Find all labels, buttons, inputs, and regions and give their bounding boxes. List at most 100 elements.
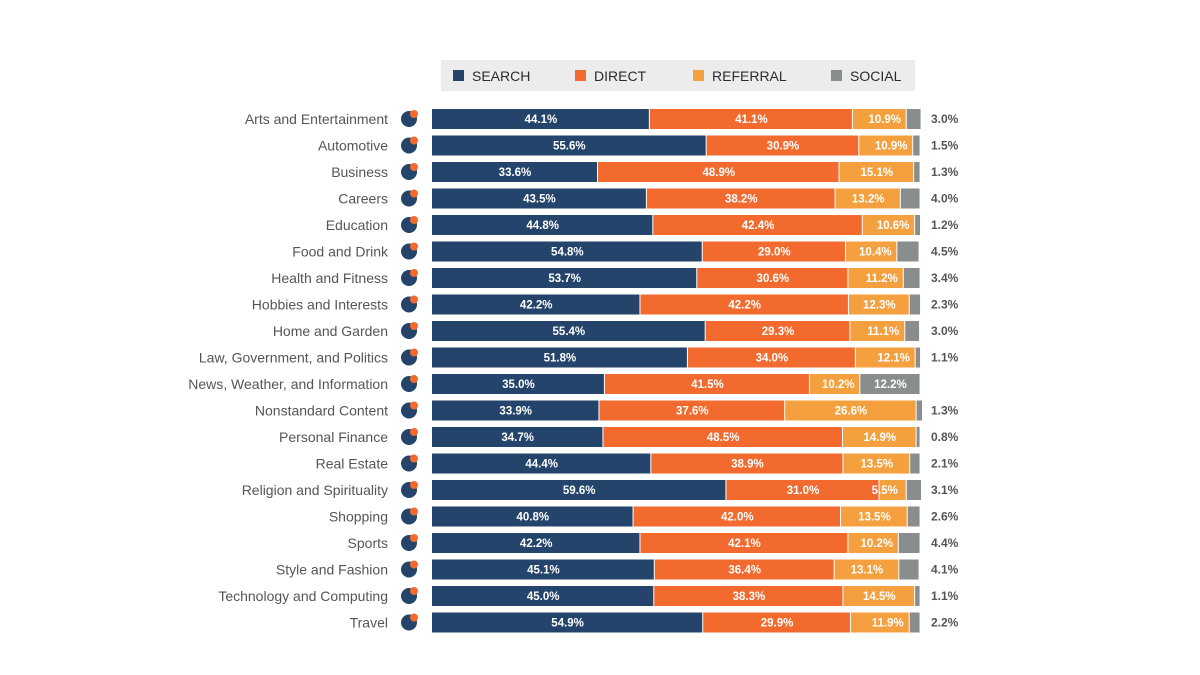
data-label-search: 44.1% xyxy=(525,114,558,126)
data-label-social: 1.3% xyxy=(931,165,959,179)
data-label-social: 4.4% xyxy=(931,536,959,550)
house-icon xyxy=(401,322,418,339)
bar-segment-referral xyxy=(835,188,900,209)
circuit-icon xyxy=(401,587,418,604)
data-label-social: 2.1% xyxy=(931,457,959,471)
bar-segment-search xyxy=(432,294,640,315)
bar-segment-referral xyxy=(850,321,905,341)
bar-segment-social xyxy=(906,109,921,129)
data-label-social: 2.2% xyxy=(931,616,959,630)
data-label-direct: 48.5% xyxy=(707,432,740,444)
paint-hand-icon xyxy=(401,295,418,313)
category-label: Shopping xyxy=(329,509,388,525)
bar-segment-social xyxy=(860,374,920,394)
newspaper-icon xyxy=(401,375,418,392)
bar-segment-search xyxy=(432,241,702,262)
data-label-direct: 41.5% xyxy=(691,379,724,391)
value-labels: 44.1% 41.1% 10.9% 3.0% 55.6% 30.9% 10.9% 1.5% 33… xyxy=(499,112,959,630)
data-label-search: 45.1% xyxy=(527,565,560,577)
bar-segment-direct xyxy=(703,612,850,633)
graduation-cap-icon xyxy=(401,216,418,233)
category-label: Food and Drink xyxy=(292,244,389,260)
data-label-direct: 42.2% xyxy=(728,300,761,312)
bar-segment-search xyxy=(432,347,687,368)
luggage-icon xyxy=(401,613,418,631)
data-label-referral: 11.2% xyxy=(866,273,898,285)
data-label-search: 33.9% xyxy=(499,406,532,418)
data-label-referral: 12.3% xyxy=(863,300,896,312)
category-label: Careers xyxy=(338,191,388,207)
bar-segment-direct xyxy=(599,400,785,421)
legend-label-social: SOCIAL xyxy=(850,68,902,84)
hanger-icon xyxy=(401,560,418,578)
data-label-direct: 29.3% xyxy=(762,326,795,338)
bar-segment-referral xyxy=(809,374,860,394)
data-label-referral: 11.1% xyxy=(867,326,899,338)
bar-segment-social xyxy=(907,506,920,527)
legend-swatch-social xyxy=(831,70,842,81)
bar-segment-direct xyxy=(726,480,879,500)
bar-segment-search xyxy=(432,162,597,182)
bar-segment-search xyxy=(432,559,654,580)
bar-segment-social xyxy=(909,612,920,633)
data-label-search: 44.8% xyxy=(526,220,559,232)
legend-swatch-referral xyxy=(693,70,704,81)
bar-segment-search xyxy=(432,135,706,156)
bar-segment-referral xyxy=(843,427,916,447)
data-label-search: 34.7% xyxy=(501,432,534,444)
data-label-search: 42.2% xyxy=(520,300,553,312)
category-label: Style and Fashion xyxy=(276,562,388,578)
bar-segment-referral xyxy=(848,533,898,553)
data-label-direct: 42.0% xyxy=(721,512,754,524)
bar-segment-direct xyxy=(697,268,848,288)
bar-segment-search xyxy=(432,586,654,606)
data-label-social: 0.8% xyxy=(931,430,959,444)
legend-label-direct: DIRECT xyxy=(594,68,647,84)
data-label-social: 4.1% xyxy=(931,563,959,577)
bar-segment-search xyxy=(432,109,649,129)
data-label-direct: 30.6% xyxy=(757,273,790,285)
bar-segment-referral xyxy=(785,400,916,421)
bar-segment-search xyxy=(432,268,697,288)
data-label-direct: 41.1% xyxy=(735,114,768,126)
category-label: Hobbies and Interests xyxy=(252,297,388,313)
category-label: Arts and Entertainment xyxy=(245,111,388,127)
data-label-referral: 12.1% xyxy=(877,353,910,365)
data-label-direct: 30.9% xyxy=(767,141,800,153)
data-label-referral: 13.1% xyxy=(851,565,884,577)
bar-segment-social xyxy=(906,480,922,500)
category-label: Personal Finance xyxy=(279,429,388,445)
bar-segment-referral xyxy=(855,347,915,368)
category-label: Health and Fitness xyxy=(271,270,388,286)
data-label-social: 3.0% xyxy=(931,112,959,126)
bar-segment-social xyxy=(916,427,920,447)
chart-growth-icon xyxy=(401,163,418,180)
religion-cross-icon xyxy=(401,481,418,498)
bar-segment-social xyxy=(915,347,921,368)
data-label-direct: 31.0% xyxy=(787,485,820,497)
data-label-search: 54.8% xyxy=(551,247,584,259)
steering-wheel-icon xyxy=(401,136,418,154)
heart-pulse-icon xyxy=(401,269,418,286)
data-label-referral: 14.9% xyxy=(864,432,897,444)
bar-segment-direct xyxy=(604,374,809,394)
theater-masks-icon xyxy=(401,110,418,127)
legend-swatch-search xyxy=(453,70,464,81)
data-label-search: 59.6% xyxy=(563,485,596,497)
data-label-search: 33.6% xyxy=(499,167,532,179)
bar-segment-referral xyxy=(843,586,915,606)
bar-segment-referral xyxy=(850,612,909,633)
bar-segment-referral xyxy=(879,480,906,500)
data-label-social: 1.1% xyxy=(931,589,959,603)
data-label-direct: 38.2% xyxy=(725,194,758,206)
data-label-search: 44.4% xyxy=(525,459,558,471)
bar-segment-social xyxy=(897,241,919,262)
bar-segment-search xyxy=(432,400,599,421)
bar-segment-social xyxy=(914,162,920,182)
data-label-referral: 10.2% xyxy=(822,379,855,391)
bar-segment-search xyxy=(432,188,646,209)
category-label: Law, Government, and Politics xyxy=(199,350,388,366)
data-label-search: 45.0% xyxy=(527,591,560,603)
category-label: Home and Garden xyxy=(273,323,388,339)
bar-segment-social xyxy=(915,586,920,606)
